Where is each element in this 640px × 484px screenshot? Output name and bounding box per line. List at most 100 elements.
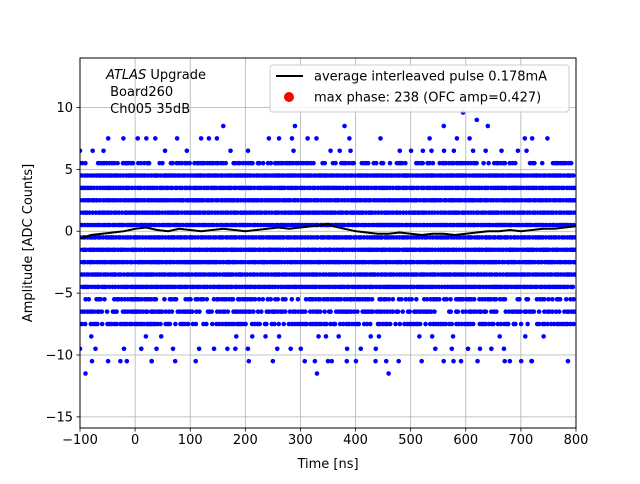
data-point bbox=[410, 173, 415, 178]
annotation-line-1: ATLAS Upgrade bbox=[105, 68, 206, 83]
data-point bbox=[557, 297, 563, 302]
data-point bbox=[328, 148, 333, 154]
data-point bbox=[573, 272, 576, 277]
data-point bbox=[379, 210, 384, 215]
x-tick-label: 200 bbox=[233, 433, 258, 448]
data-point bbox=[549, 272, 554, 277]
data-point bbox=[391, 272, 397, 277]
data-point bbox=[502, 358, 508, 364]
data-point-outlier bbox=[193, 358, 199, 364]
data-point bbox=[256, 297, 262, 302]
data-point bbox=[103, 284, 109, 290]
data-point bbox=[295, 297, 301, 302]
y-tick-label: 0 bbox=[65, 225, 73, 240]
data-point bbox=[214, 136, 220, 141]
average-pulse-line bbox=[80, 222, 576, 240]
data-point-outlier bbox=[149, 358, 154, 364]
data-point bbox=[167, 321, 173, 327]
data-point bbox=[281, 321, 287, 327]
data-point bbox=[479, 235, 485, 240]
data-point bbox=[328, 309, 333, 314]
data-point bbox=[518, 321, 524, 327]
data-point bbox=[102, 297, 107, 302]
data-point bbox=[545, 136, 550, 141]
data-point bbox=[556, 247, 561, 253]
data-point bbox=[233, 346, 238, 352]
data-point bbox=[344, 173, 350, 178]
data-point bbox=[80, 346, 83, 352]
data-point bbox=[551, 321, 557, 327]
data-point bbox=[572, 235, 576, 240]
data-point bbox=[483, 148, 489, 154]
data-point bbox=[336, 334, 341, 339]
data-point bbox=[103, 259, 109, 265]
data-point bbox=[172, 358, 178, 364]
data-point bbox=[489, 346, 494, 352]
data-point bbox=[135, 136, 141, 141]
data-point bbox=[570, 284, 576, 290]
data-point bbox=[270, 222, 275, 228]
data-point bbox=[98, 297, 103, 302]
data-point bbox=[550, 297, 555, 302]
data-point-outlier bbox=[485, 123, 491, 129]
data-layer bbox=[80, 110, 576, 376]
data-point bbox=[465, 346, 471, 352]
data-point bbox=[364, 321, 370, 327]
data-point bbox=[464, 173, 469, 178]
data-point bbox=[107, 284, 112, 290]
data-point bbox=[416, 185, 421, 191]
data-point bbox=[518, 358, 524, 364]
data-point bbox=[433, 346, 438, 352]
data-point bbox=[137, 235, 142, 240]
data-point bbox=[546, 297, 551, 302]
data-point bbox=[411, 284, 417, 290]
legend-frame bbox=[269, 64, 570, 113]
data-point bbox=[312, 185, 318, 191]
data-point bbox=[153, 297, 159, 302]
data-point bbox=[174, 136, 180, 141]
legend-label-max-phase: max phase: 238 (OFC amp=0.427) bbox=[314, 91, 541, 106]
data-point bbox=[255, 272, 260, 277]
data-point bbox=[451, 160, 456, 166]
data-point bbox=[497, 334, 502, 339]
data-point bbox=[373, 160, 379, 166]
data-point bbox=[544, 222, 549, 228]
data-point bbox=[399, 297, 404, 302]
data-point bbox=[505, 235, 510, 240]
data-point bbox=[146, 160, 152, 166]
data-point bbox=[568, 160, 574, 166]
data-point bbox=[543, 185, 549, 191]
data-point bbox=[209, 210, 215, 215]
data-point bbox=[500, 247, 506, 253]
y-tick-label: 5 bbox=[65, 163, 73, 178]
data-point bbox=[112, 284, 118, 290]
legend: average interleaved pulse 0.178mA max ph… bbox=[269, 64, 570, 113]
data-point bbox=[356, 222, 361, 228]
data-point bbox=[283, 297, 288, 302]
data-point bbox=[373, 358, 378, 364]
data-point bbox=[170, 346, 176, 352]
data-point-outlier bbox=[292, 123, 298, 129]
data-point bbox=[361, 235, 367, 240]
data-point bbox=[508, 235, 514, 240]
data-point bbox=[272, 321, 277, 327]
data-point bbox=[225, 346, 230, 352]
data-point bbox=[432, 309, 437, 314]
data-point bbox=[522, 136, 528, 141]
data-point bbox=[517, 297, 522, 302]
data-point bbox=[105, 358, 111, 364]
data-point bbox=[314, 136, 319, 141]
x-tick-label: 600 bbox=[453, 433, 478, 448]
data-point bbox=[478, 309, 484, 314]
data-point bbox=[443, 321, 449, 327]
data-point bbox=[556, 309, 562, 314]
data-point bbox=[519, 198, 525, 203]
data-point bbox=[213, 235, 219, 240]
data-point bbox=[90, 210, 95, 215]
data-point bbox=[338, 297, 344, 302]
data-point-outlier bbox=[342, 123, 347, 129]
data-point bbox=[295, 198, 301, 203]
y-tick-label: −5 bbox=[54, 287, 73, 302]
data-point bbox=[317, 272, 323, 277]
data-point bbox=[121, 222, 126, 228]
